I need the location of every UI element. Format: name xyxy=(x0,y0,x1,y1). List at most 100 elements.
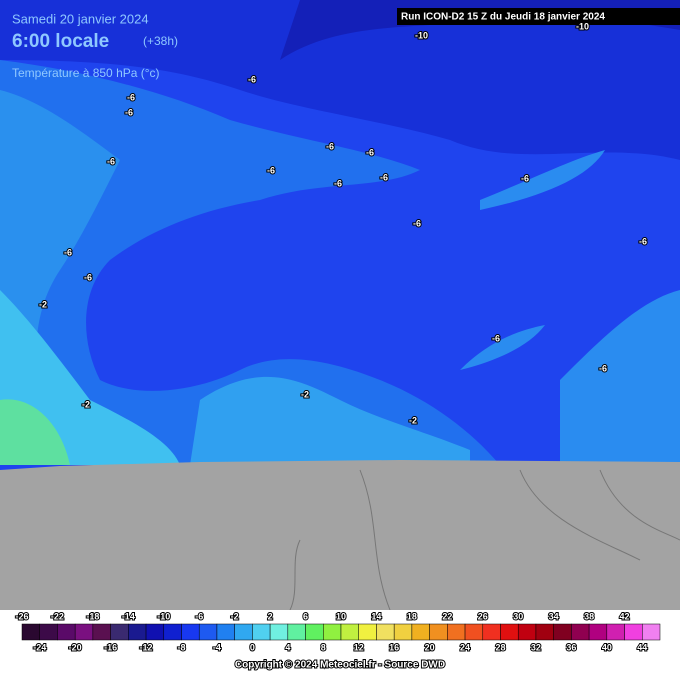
legend-swatch xyxy=(234,623,253,641)
legend-swatch xyxy=(163,623,182,641)
contour-label: -10 xyxy=(576,21,589,31)
legend-label: 20 xyxy=(425,642,435,652)
legend-swatch xyxy=(39,623,58,641)
legend-label: -14 xyxy=(122,611,135,621)
contour-label: -2 xyxy=(39,299,47,309)
legend-label: 26 xyxy=(478,611,488,621)
legend-swatch xyxy=(92,623,111,641)
warmer-region xyxy=(0,90,120,400)
contour-label: -6 xyxy=(639,236,647,246)
legend-swatch xyxy=(376,623,395,641)
contour-label: -6 xyxy=(127,92,135,102)
legend-label: -20 xyxy=(69,642,82,652)
legend-label: 18 xyxy=(407,611,417,621)
legend-label: -8 xyxy=(177,642,185,652)
contour-label: -2 xyxy=(409,415,417,425)
legend-label: 8 xyxy=(321,642,326,652)
legend-label: 12 xyxy=(354,642,364,652)
legend-swatch xyxy=(411,623,430,641)
time: 6:00 locale xyxy=(12,31,109,52)
legend-swatch xyxy=(21,623,40,641)
mild-region-south xyxy=(190,376,470,465)
legend-swatch xyxy=(517,623,537,641)
legend-swatch xyxy=(482,623,501,641)
contour-label: -6 xyxy=(64,247,72,257)
mild-patch xyxy=(480,150,605,210)
no-data-area xyxy=(0,460,680,610)
contour-label: -2 xyxy=(82,399,90,409)
run-banner xyxy=(397,8,680,25)
legend-label: 22 xyxy=(442,611,452,621)
legend-label: -10 xyxy=(157,611,170,621)
contour-label: -6 xyxy=(84,272,92,282)
legend-swatch xyxy=(358,623,377,641)
legend-swatch xyxy=(323,623,342,641)
contour-label: -6 xyxy=(267,165,275,175)
legend-label: 36 xyxy=(566,642,576,652)
contour-label: -6 xyxy=(599,363,607,373)
legend-label: 38 xyxy=(584,611,594,621)
legend-swatch xyxy=(340,623,359,641)
legend-swatch xyxy=(181,623,200,641)
contour-label: -6 xyxy=(366,147,374,157)
legend-label: 0 xyxy=(250,642,255,652)
legend-label: 4 xyxy=(285,642,290,652)
legend-label: 2 xyxy=(268,611,273,621)
date: Samedi 20 janvier 2024 xyxy=(12,11,149,26)
mild-patch xyxy=(460,325,545,370)
legend-swatch xyxy=(624,623,643,641)
legend-swatch xyxy=(393,623,413,641)
legend-label: -16 xyxy=(104,642,117,652)
legend-swatch xyxy=(252,623,271,641)
border-lines xyxy=(289,469,680,611)
legend-swatch xyxy=(57,623,76,641)
legend-swatch xyxy=(535,623,554,641)
legend-label: 30 xyxy=(513,611,523,621)
legend-label: 40 xyxy=(602,642,612,652)
cold-region xyxy=(0,0,680,160)
legend-label: 42 xyxy=(620,611,630,621)
legend-swatch xyxy=(110,623,129,641)
contour-label: -6 xyxy=(326,141,334,151)
legend-swatch xyxy=(145,623,165,641)
legend-panel xyxy=(0,610,680,680)
legend-label: 6 xyxy=(303,611,308,621)
legend-label: -6 xyxy=(195,611,203,621)
legend-swatch xyxy=(553,623,572,641)
forecast-offset: (+38h) xyxy=(143,34,178,48)
contour-label: -6 xyxy=(492,333,500,343)
legend-label: 14 xyxy=(371,611,381,621)
legend-swatch xyxy=(429,623,448,641)
contour-label: -6 xyxy=(413,218,421,228)
legend-label: -12 xyxy=(140,642,153,652)
mild-region-east xyxy=(560,290,680,465)
copyright: Copyright © 2024 Meteociel.fr - Source D… xyxy=(235,660,445,671)
legend-swatch xyxy=(571,623,590,641)
mild-region-west xyxy=(0,60,500,465)
legend-label: 44 xyxy=(637,642,647,652)
legend-swatch xyxy=(74,623,94,641)
legend-swatch xyxy=(216,623,235,641)
legend-swatch xyxy=(269,623,289,641)
legend-label: 28 xyxy=(495,642,505,652)
contour-label: -6 xyxy=(521,173,529,183)
legend-label: 34 xyxy=(549,611,559,621)
variable: Température à 850 hPa (°c) xyxy=(12,66,160,80)
contour-label: -6 xyxy=(125,107,133,117)
legend-swatch xyxy=(606,623,625,641)
legend-swatch xyxy=(588,623,608,641)
legend-swatch xyxy=(287,623,306,641)
legend-label: -18 xyxy=(86,611,99,621)
legend-label: -24 xyxy=(33,642,46,652)
legend-label: 10 xyxy=(336,611,346,621)
warmest-region xyxy=(0,399,70,465)
legend-swatch xyxy=(128,623,147,641)
contour-label: -10 xyxy=(415,30,428,40)
run-info: Run ICON-D2 15 Z du Jeudi 18 janvier 202… xyxy=(401,12,605,23)
contour-label: -2 xyxy=(301,389,309,399)
legend-label: 16 xyxy=(389,642,399,652)
legend-swatch xyxy=(642,623,661,641)
legend-swatch xyxy=(447,623,466,641)
legend-swatch xyxy=(305,623,324,641)
